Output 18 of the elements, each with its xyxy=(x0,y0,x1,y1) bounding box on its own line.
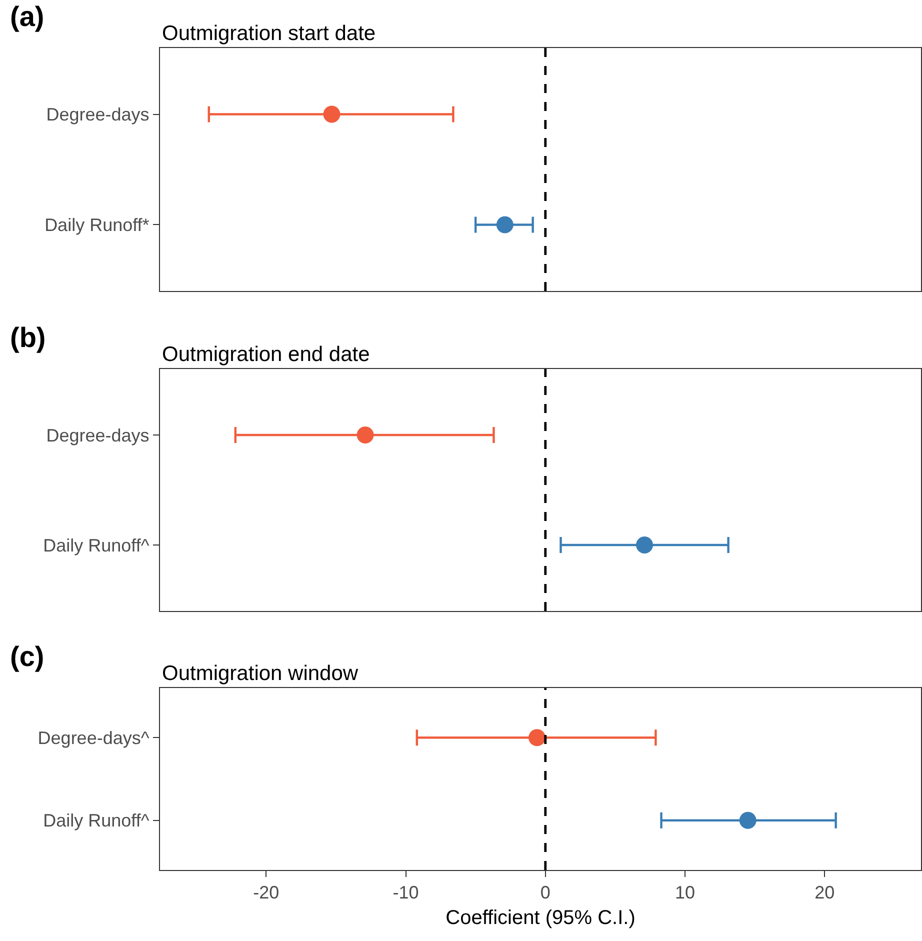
x-tick-label: -10 xyxy=(392,882,419,903)
y-tick-label: Degree-days xyxy=(46,104,150,125)
text: (c) xyxy=(10,641,44,672)
x-axis-title: Coefficient (95% C.I.) xyxy=(446,907,636,930)
y-tick-label: Degree-days xyxy=(46,425,150,446)
x-tick-label: 20 xyxy=(814,882,835,903)
chart-title: Outmigration window xyxy=(162,662,359,685)
y-tick-label: Degree-days^ xyxy=(38,728,150,748)
chart-title: Outmigration start date xyxy=(162,22,376,45)
y-tick-label: Daily Runoff^ xyxy=(43,810,150,831)
y-tick-label: Daily Runoff^ xyxy=(43,535,150,556)
x-tick-label: 10 xyxy=(675,882,696,903)
y-tick-label: Daily Runoff* xyxy=(44,215,150,236)
chart-title: Outmigration end date xyxy=(162,343,370,366)
text: (b) xyxy=(10,322,46,353)
x-tick-label: -20 xyxy=(253,882,280,903)
x-tick-label: 0 xyxy=(540,882,550,903)
text: (a) xyxy=(10,1,44,32)
